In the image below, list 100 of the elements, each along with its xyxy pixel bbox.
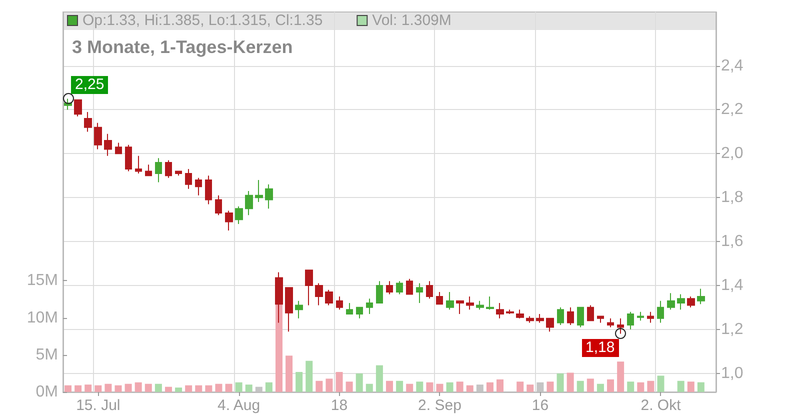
candlestick bbox=[295, 300, 303, 319]
candlestick bbox=[336, 296, 343, 310]
y-tick-label: 1,6 bbox=[721, 233, 744, 250]
candlestick bbox=[386, 280, 393, 295]
candlestick bbox=[667, 292, 675, 310]
candlestick bbox=[325, 289, 333, 306]
candlestick bbox=[416, 282, 423, 304]
candlestick bbox=[516, 309, 524, 319]
bar bbox=[94, 385, 102, 392]
bar bbox=[657, 376, 664, 392]
x-tick-label: 4. Aug bbox=[218, 397, 260, 414]
candlestick bbox=[315, 282, 323, 306]
candlestick bbox=[205, 175, 212, 205]
bar bbox=[84, 384, 92, 392]
candlestick bbox=[426, 280, 433, 300]
bar bbox=[245, 384, 252, 392]
bar bbox=[596, 384, 604, 392]
candlestick bbox=[466, 296, 474, 310]
candlestick bbox=[406, 278, 413, 295]
candlestick bbox=[356, 306, 363, 319]
candlestick bbox=[456, 300, 464, 315]
candlestick bbox=[376, 280, 383, 304]
bar bbox=[406, 384, 414, 392]
candlestick bbox=[657, 300, 664, 324]
candlestick bbox=[255, 180, 263, 202]
bar bbox=[215, 384, 222, 392]
bar bbox=[546, 382, 554, 392]
candlestick bbox=[265, 184, 273, 210]
bar bbox=[64, 385, 72, 392]
bar bbox=[416, 382, 424, 392]
candlestick bbox=[567, 306, 574, 326]
y-tick-label: 2,0 bbox=[721, 145, 744, 162]
candlestick bbox=[225, 210, 233, 232]
y2-tick-label: 10M bbox=[26, 309, 58, 326]
candlestick bbox=[607, 318, 614, 328]
candlestick bbox=[697, 288, 705, 305]
bar bbox=[316, 380, 323, 392]
y2-tick-label: 15M bbox=[26, 272, 58, 290]
candlestick bbox=[155, 158, 162, 183]
candlestick bbox=[145, 164, 152, 176]
candlestick bbox=[637, 311, 644, 322]
y-tick-label: 1,0 bbox=[721, 364, 744, 382]
candlestick bbox=[135, 155, 142, 174]
y-tick-label: 1,8 bbox=[721, 189, 744, 206]
bar bbox=[396, 380, 404, 392]
candlestick bbox=[74, 99, 82, 117]
annotation: 2,25 bbox=[71, 76, 108, 94]
bar bbox=[556, 373, 564, 392]
bar bbox=[426, 382, 434, 392]
bar bbox=[637, 382, 644, 392]
bar bbox=[627, 382, 634, 392]
bar bbox=[526, 384, 534, 392]
bar bbox=[275, 304, 282, 392]
bar bbox=[124, 384, 132, 392]
legend-label: Vol: 1.309M bbox=[372, 12, 452, 29]
bar bbox=[516, 382, 524, 392]
candlestick bbox=[125, 144, 132, 172]
bar bbox=[687, 382, 694, 392]
x-tick-label: 16 bbox=[532, 397, 549, 414]
bar bbox=[185, 385, 192, 392]
candlestick bbox=[104, 133, 112, 156]
bar bbox=[366, 384, 373, 392]
bar bbox=[376, 365, 383, 392]
candlestick bbox=[215, 194, 222, 216]
candlestick bbox=[366, 298, 373, 315]
x-tick-label: 18 bbox=[330, 397, 348, 414]
candlestick bbox=[486, 296, 494, 310]
bar bbox=[134, 382, 142, 392]
candlestick bbox=[526, 316, 534, 324]
bar bbox=[446, 382, 454, 392]
bar bbox=[576, 380, 584, 392]
x-tick-label: 2. Sep bbox=[418, 397, 462, 414]
bar bbox=[647, 380, 654, 392]
bar bbox=[326, 378, 333, 392]
x-tick-label: 15. Jul bbox=[76, 397, 120, 414]
bar bbox=[356, 373, 363, 392]
candlestick bbox=[446, 292, 454, 310]
candlestick bbox=[536, 314, 544, 324]
candlestick bbox=[195, 177, 202, 196]
y-tick-label: 2,4 bbox=[721, 57, 744, 74]
bar bbox=[617, 362, 624, 392]
candlestick bbox=[165, 160, 172, 178]
candlestick bbox=[396, 280, 403, 295]
bar bbox=[235, 382, 242, 392]
candlestick bbox=[185, 168, 192, 190]
candlestick bbox=[627, 311, 634, 330]
bar bbox=[195, 385, 202, 392]
candlestick bbox=[597, 316, 604, 324]
legend-label: Op:1.33, Hi:1.385, Lo:1.315, Cl:1.35 bbox=[82, 12, 323, 29]
bar bbox=[496, 379, 504, 392]
candlestick bbox=[436, 292, 443, 305]
candlestick bbox=[687, 296, 695, 308]
candlestick bbox=[617, 318, 624, 334]
bar bbox=[144, 384, 152, 392]
candlestick bbox=[546, 318, 554, 332]
bar bbox=[154, 384, 162, 392]
text: 3 Monate, 1-Tages-Kerzen bbox=[72, 37, 293, 57]
candlestick bbox=[476, 300, 484, 310]
bar bbox=[586, 378, 594, 392]
candlestick bbox=[235, 206, 243, 224]
